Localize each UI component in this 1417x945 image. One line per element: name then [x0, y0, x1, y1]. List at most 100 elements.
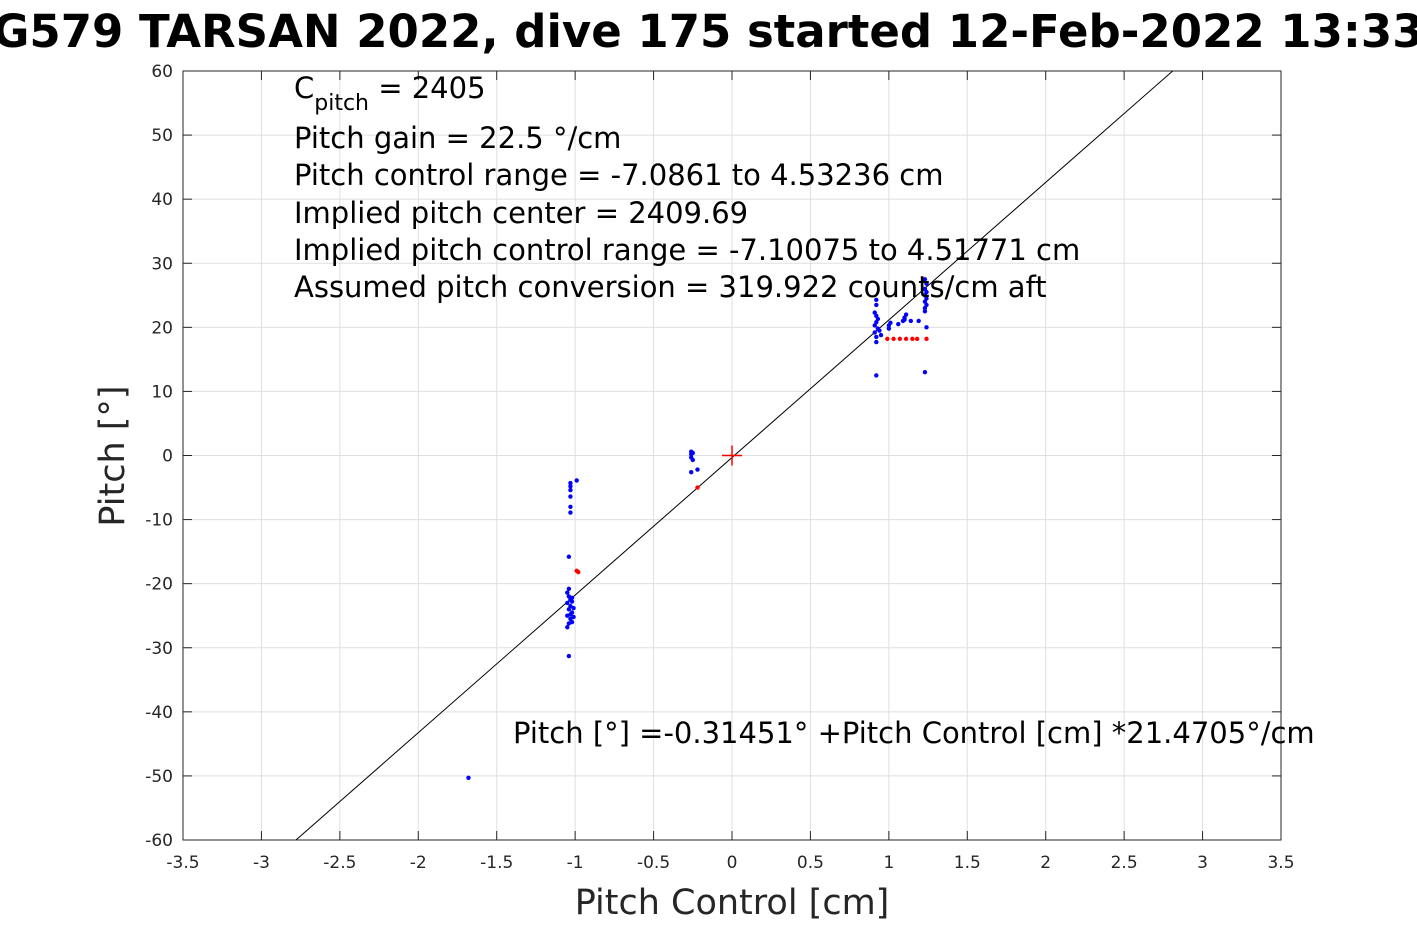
- blue-data-point: [908, 318, 914, 324]
- blue-data-point: [877, 328, 882, 333]
- x-tick-label: 0.5: [797, 853, 824, 873]
- x-tick-label: 0: [727, 853, 738, 873]
- blue-data-point: [878, 332, 884, 338]
- blue-data-point: [689, 469, 694, 475]
- annotation-c-pitch-main: C: [294, 71, 314, 105]
- blue-data-point: [566, 653, 572, 659]
- x-tick-label: -1.5: [480, 853, 513, 873]
- blue-data-point: [565, 600, 570, 606]
- red-data-point: [695, 485, 700, 490]
- blue-data-point: [571, 614, 576, 620]
- x-axis-label: Pitch Control [cm]: [575, 883, 890, 923]
- y-tick-label: -60: [145, 831, 173, 851]
- blue-data-point: [916, 318, 921, 324]
- x-tick-label: 2: [1040, 853, 1051, 873]
- annotation-implied-pitch-center: Implied pitch center = 2409.69: [294, 196, 748, 230]
- blue-data-point: [566, 607, 572, 612]
- blue-data-point: [922, 309, 928, 314]
- x-tick-label: 3: [1197, 853, 1208, 873]
- annotation-pitch-gain: Pitch gain = 22.5 °/cm: [294, 121, 621, 155]
- red-data-point: [897, 336, 903, 342]
- red-data-point: [574, 568, 579, 574]
- red-data-point: [924, 336, 929, 342]
- blue-data-point: [568, 494, 573, 499]
- red-data-point: [903, 336, 909, 342]
- blue-data-point: [569, 599, 575, 604]
- blue-data-point: [924, 325, 929, 330]
- y-tick-label: -30: [145, 639, 173, 659]
- blue-data-point: [874, 297, 879, 302]
- y-tick-label: 20: [151, 318, 173, 338]
- blue-data-point: [574, 478, 579, 483]
- blue-data-point: [922, 286, 928, 292]
- blue-data-point: [922, 369, 928, 375]
- blue-data-point: [903, 312, 909, 317]
- y-axis-ticks: -60 -50 -40 -30 -20 -10 0 10 20 30 40 50 60: [145, 62, 1281, 851]
- x-tick-label: 3.5: [1267, 853, 1294, 873]
- blue-data-point: [872, 310, 877, 315]
- red-data-point: [891, 336, 896, 342]
- blue-data-point: [565, 590, 570, 595]
- blue-data-point: [568, 480, 573, 486]
- blue-data-point: [568, 510, 573, 515]
- blue-data-point: [690, 457, 695, 463]
- annotation-c-pitch-value: = 2405: [369, 71, 486, 105]
- y-tick-label: 50: [151, 126, 173, 146]
- blue-data-point: [902, 317, 907, 322]
- x-axis-ticks: -3.5 -3 -2.5 -2 -1.5 -1 -0.5 0 0.5 1 1.5 2 2.5 3 3.5: [166, 71, 1295, 873]
- x-tick-label: -3: [253, 853, 270, 873]
- data-points: [466, 277, 929, 781]
- annotation-c-pitch-sub: pitch: [314, 91, 369, 116]
- annotation-pitch-control-range: Pitch control range = -7.0861 to 4.53236…: [294, 158, 943, 192]
- x-tick-label: -0.5: [637, 853, 670, 873]
- x-tick-label: -2.5: [323, 853, 356, 873]
- y-tick-label: 60: [151, 62, 173, 82]
- blue-data-point: [568, 487, 573, 493]
- blue-data-point: [888, 320, 893, 326]
- red-data-point: [914, 336, 920, 342]
- blue-data-point: [568, 612, 573, 617]
- x-tick-label: 1: [883, 853, 894, 873]
- blue-data-point: [569, 595, 575, 600]
- blue-data-point: [466, 775, 471, 781]
- x-tick-label: -1: [567, 853, 584, 873]
- chart-title: G579 TARSAN 2022, dive 175 started 12-Fe…: [0, 5, 1417, 58]
- blue-data-point: [896, 321, 901, 327]
- blue-data-point: [872, 330, 877, 335]
- blue-data-point: [874, 373, 879, 378]
- x-tick-label: 1.5: [954, 853, 981, 873]
- y-tick-label: 30: [151, 254, 173, 274]
- blue-data-point: [886, 326, 892, 331]
- y-tick-label: -20: [145, 575, 173, 595]
- y-tick-label: 0: [162, 447, 173, 467]
- blue-data-point: [874, 302, 879, 308]
- x-tick-label: 2.5: [1111, 853, 1138, 873]
- annotation-assumed-pitch-conversion: Assumed pitch conversion = 319.922 count…: [294, 270, 1047, 304]
- grid-lines: [182, 70, 1282, 841]
- y-tick-label: 40: [151, 190, 173, 210]
- blue-data-point: [571, 605, 576, 611]
- blue-data-point: [568, 484, 573, 489]
- blue-data-point: [566, 586, 572, 591]
- blue-data-point: [922, 277, 928, 282]
- y-tick-label: -50: [145, 767, 173, 787]
- annotation-c-pitch: Cpitch = 2405: [294, 71, 486, 116]
- blue-data-point: [565, 625, 570, 630]
- y-axis-label: Pitch [°]: [93, 385, 133, 526]
- annotation-fit-equation: Pitch [°] =-0.31451° +Pitch Control [cm]…: [513, 716, 1315, 750]
- blue-data-point: [695, 467, 700, 472]
- y-tick-label: 10: [151, 382, 173, 402]
- blue-data-point: [874, 334, 879, 340]
- annotation-implied-pitch-control-range: Implied pitch control range = -7.10075 t…: [294, 233, 1080, 267]
- center-marker-group: [722, 445, 742, 466]
- x-tick-label: -2: [410, 853, 427, 873]
- blue-data-point: [568, 504, 573, 509]
- blue-data-point: [924, 281, 929, 286]
- blue-data-point: [569, 619, 575, 625]
- red-data-point: [885, 336, 890, 342]
- blue-data-point: [874, 339, 879, 345]
- x-tick-label: -3.5: [166, 853, 199, 873]
- y-tick-label: -10: [145, 511, 173, 531]
- blue-data-point: [566, 554, 572, 559]
